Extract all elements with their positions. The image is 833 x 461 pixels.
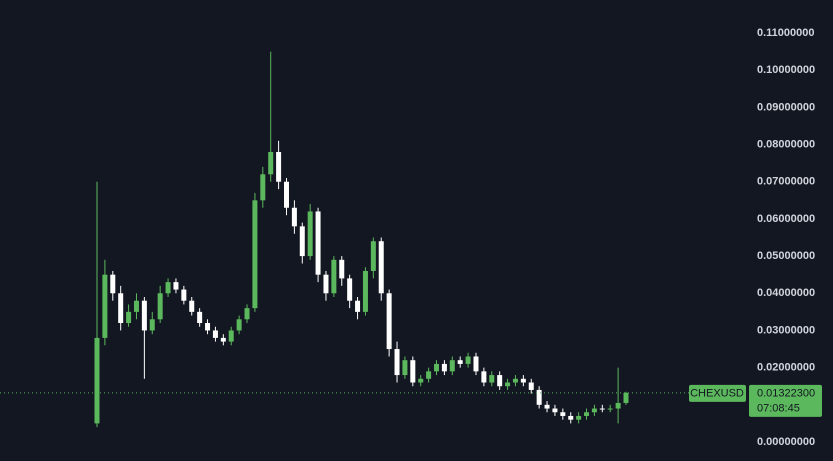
candle-body [118, 293, 124, 324]
candle-body [599, 408, 605, 410]
candle-body [268, 151, 274, 175]
candle-body [133, 300, 139, 312]
candle-body [94, 337, 100, 424]
candle-body [520, 378, 526, 383]
candle-body [141, 300, 147, 331]
candle-body [299, 226, 305, 257]
candle-body [315, 211, 321, 275]
y-tick-label: 0.07000000 [757, 176, 815, 188]
candle-body [252, 200, 258, 309]
candle-body [149, 319, 155, 331]
symbol-label: CHEXUSD [690, 388, 744, 400]
candle-body [426, 371, 432, 379]
candle-body [212, 330, 218, 338]
price-tag [749, 384, 822, 417]
candle-body [512, 378, 518, 383]
candle-body [607, 408, 613, 410]
candle-body [197, 311, 203, 324]
candle-body [418, 378, 424, 383]
candle-body [291, 207, 297, 227]
y-tick-label: 0.04000000 [757, 287, 815, 299]
candle-body [205, 323, 211, 331]
candle-body [102, 274, 108, 338]
candle-body [623, 392, 629, 403]
candle-body [473, 356, 479, 372]
candle-body [244, 308, 250, 320]
candle-body [220, 337, 226, 342]
candle-body [410, 360, 416, 383]
candle-body [434, 363, 440, 372]
candle-body [615, 402, 621, 409]
candle-body [331, 259, 337, 294]
candle-body [347, 278, 353, 301]
candle-body [394, 349, 400, 376]
candle-body [457, 360, 463, 364]
candle-body [584, 412, 590, 416]
candle-body [489, 375, 495, 383]
candle-body [449, 360, 455, 372]
candle-body [370, 241, 376, 271]
y-tick-label: 0.00000000 [757, 436, 815, 448]
y-tick-label: 0.06000000 [757, 213, 815, 225]
candle-body [181, 289, 187, 301]
candle-body [378, 241, 384, 294]
candle-body [465, 356, 471, 364]
candle-body [260, 174, 266, 201]
candle-body [591, 408, 597, 413]
candle-body [536, 389, 542, 405]
y-tick-label: 0.11000000 [757, 27, 815, 39]
candle-body [189, 300, 195, 312]
y-tick-label: 0.05000000 [757, 250, 815, 262]
y-tick-label: 0.08000000 [757, 138, 815, 150]
candle-body [552, 408, 558, 413]
candle-body [576, 415, 582, 420]
candle-body [228, 330, 234, 342]
candle-body [505, 382, 511, 387]
candle-body [323, 274, 329, 294]
symbol-tag [689, 384, 746, 402]
countdown-label: 07:08:45 [757, 403, 800, 415]
candle-body [402, 360, 408, 376]
candle-body [386, 293, 392, 350]
y-tick-label: 0.09000000 [757, 101, 815, 113]
candle-body [236, 319, 242, 331]
candle-body [157, 293, 163, 320]
y-tick-label: 0.10000000 [757, 64, 815, 76]
candle-body [276, 151, 282, 182]
candle-body [355, 300, 361, 312]
candle-body [441, 363, 447, 372]
candle-body [362, 270, 368, 312]
y-tick-label: 0.03000000 [757, 324, 815, 336]
candle-body [497, 375, 503, 387]
price-label: 0.01322300 [757, 388, 815, 400]
candle-body [528, 382, 534, 390]
candle-body [544, 404, 550, 409]
candle-body [339, 259, 345, 279]
candle-body [173, 282, 179, 290]
candle-body [568, 415, 574, 420]
candle-body [126, 311, 132, 324]
candle-body [283, 181, 289, 208]
candle-body [110, 274, 116, 294]
y-tick-label: 0.02000000 [757, 362, 815, 374]
candle-body [481, 371, 487, 383]
candle-body [307, 211, 313, 257]
candle-body [165, 282, 171, 294]
candle-body [560, 412, 566, 416]
